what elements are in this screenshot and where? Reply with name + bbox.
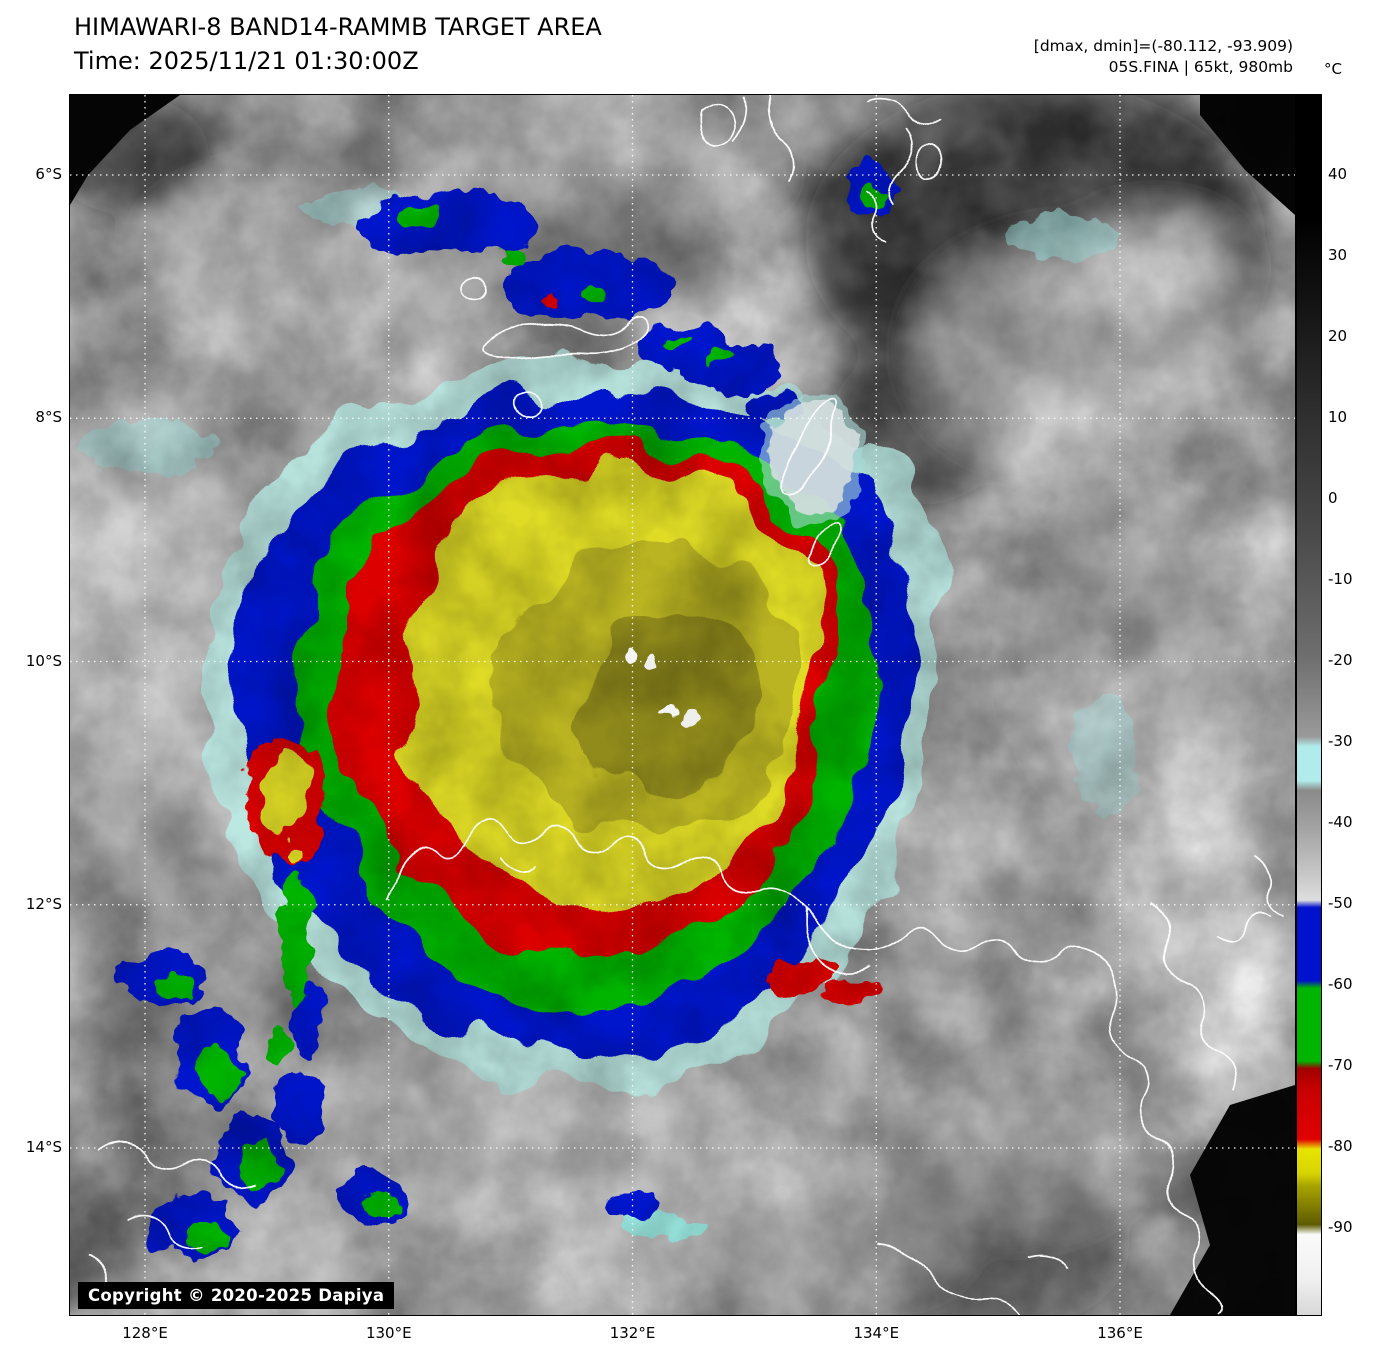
header-block: HIMAWARI-8 BAND14-RAMMB TARGET AREA Time… — [74, 10, 602, 78]
colorbar-tick-label: 30 — [1328, 246, 1348, 264]
lon-label: 128°E — [122, 1324, 168, 1342]
center-white-speck — [681, 711, 697, 727]
colorbar-tick-label: -50 — [1328, 894, 1353, 912]
detail-layer — [621, 389, 865, 727]
lon-label: 130°E — [365, 1324, 412, 1342]
storm-info: 05S.FINA | 65kt, 980mb — [1108, 58, 1293, 76]
lat-label: 10°S — [25, 651, 62, 670]
colorbar-tick-label: -70 — [1328, 1056, 1353, 1074]
center-white-speck — [621, 648, 635, 662]
lat-label: 8°S — [35, 408, 62, 427]
lat-label: 14°S — [25, 1138, 62, 1156]
temperature-colorbar — [1296, 94, 1322, 1316]
page-title: HIMAWARI-8 BAND14-RAMMB TARGET AREA — [74, 13, 602, 41]
colorbar-unit: °C — [1324, 60, 1342, 78]
colorbar-tick-label: -60 — [1328, 975, 1353, 993]
colorbar-tick-label: 20 — [1328, 327, 1348, 345]
lon-label: 134°E — [853, 1324, 900, 1342]
timestamp: Time: 2025/11/21 01:30:00Z — [74, 47, 419, 75]
colorbar-tick-label: -90 — [1328, 1218, 1353, 1236]
colorbar-tick-label: -10 — [1328, 570, 1353, 588]
colorbar-tick-label: 40 — [1328, 165, 1348, 183]
graticule-grid — [70, 95, 1295, 1315]
lon-label: 132°E — [609, 1324, 656, 1342]
lat-label: 12°S — [25, 894, 62, 913]
center-white-speck — [644, 654, 662, 672]
satellite-image — [70, 95, 1295, 1315]
texture-overlay — [70, 95, 1295, 1315]
satellite-map — [69, 94, 1296, 1316]
colorbar-tick-label: -40 — [1328, 813, 1353, 831]
center-white-speck — [662, 707, 674, 719]
colorbar-tick-label: -80 — [1328, 1137, 1353, 1155]
dmax-dmin-readout: [dmax, dmin]=(-80.112, -93.909) — [1033, 37, 1293, 55]
copyright-badge: Copyright © 2020-2025 Dapiya — [78, 1282, 395, 1309]
colorbar-tick-label: 0 — [1328, 489, 1338, 507]
colorbar-tick-label: -20 — [1328, 651, 1353, 669]
lon-label: 136°E — [1097, 1324, 1143, 1342]
colorbar-tick-label: -30 — [1328, 732, 1353, 750]
colorbar-tick-label: 10 — [1328, 408, 1348, 426]
meta-block: [dmax, dmin]=(-80.112, -93.909) 05S.FINA… — [1034, 36, 1293, 78]
lat-label: 6°S — [35, 165, 62, 183]
